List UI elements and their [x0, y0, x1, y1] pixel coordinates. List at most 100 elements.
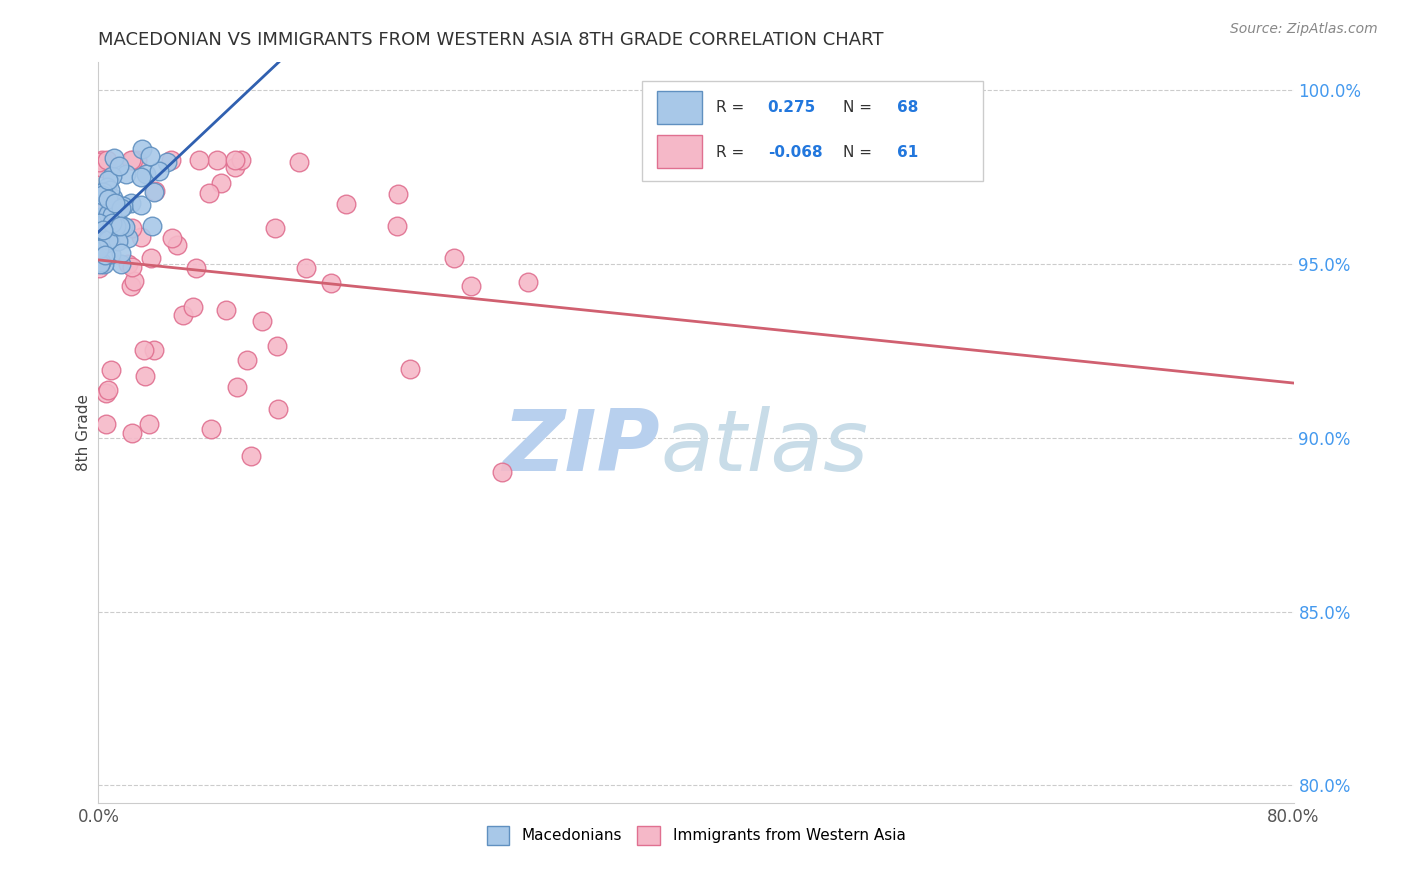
Point: [110, 257, 132, 271]
Text: R =: R =: [716, 145, 749, 160]
Point: [188, 153, 211, 167]
Point: [319, 276, 342, 290]
Point: [89, 242, 111, 256]
Point: [122, 274, 145, 288]
Point: [215, 302, 238, 317]
Point: [91, 188, 114, 202]
Point: [129, 229, 152, 244]
Point: [385, 219, 408, 233]
Point: [93, 257, 115, 271]
Text: R =: R =: [716, 100, 749, 115]
Point: [127, 153, 149, 167]
Point: [252, 314, 274, 328]
Point: [160, 231, 183, 245]
Point: [166, 238, 188, 252]
Text: N =: N =: [844, 100, 877, 115]
Point: [93, 201, 115, 215]
Point: [131, 142, 153, 156]
Point: [121, 221, 143, 235]
Point: [266, 339, 288, 353]
Text: N =: N =: [844, 145, 877, 160]
Point: [96, 153, 118, 167]
Point: [91, 153, 114, 167]
Point: [121, 425, 143, 440]
Point: [224, 153, 246, 167]
Point: [100, 208, 122, 222]
Point: [209, 176, 232, 190]
Point: [114, 220, 136, 235]
Point: [98, 183, 121, 197]
Point: [108, 160, 131, 174]
Point: [131, 170, 153, 185]
Point: [89, 155, 111, 169]
Point: [89, 255, 111, 269]
Point: [138, 417, 160, 431]
Point: [97, 233, 120, 247]
Point: [110, 201, 132, 215]
Point: [89, 260, 111, 275]
Point: [100, 222, 122, 236]
Point: [143, 185, 166, 199]
Point: [93, 222, 115, 236]
Point: [105, 219, 128, 233]
Point: [173, 309, 195, 323]
Text: ZIP: ZIP: [502, 406, 661, 489]
Point: [335, 197, 357, 211]
Point: [101, 191, 124, 205]
Text: atlas: atlas: [661, 406, 868, 489]
Text: MACEDONIAN VS IMMIGRANTS FROM WESTERN ASIA 8TH GRADE CORRELATION CHART: MACEDONIAN VS IMMIGRANTS FROM WESTERN AS…: [98, 31, 884, 49]
Point: [100, 216, 122, 230]
Point: [107, 234, 129, 248]
Point: [240, 449, 263, 463]
Point: [89, 211, 111, 225]
Point: [98, 208, 121, 222]
Point: [184, 260, 207, 275]
Text: -0.068: -0.068: [768, 145, 823, 160]
Point: [90, 255, 112, 269]
Point: [287, 154, 309, 169]
Point: [517, 275, 540, 289]
Point: [96, 223, 118, 237]
Point: [105, 219, 128, 234]
Point: [94, 248, 117, 262]
Point: [98, 200, 121, 214]
Text: 61: 61: [897, 145, 918, 160]
Point: [89, 233, 111, 247]
Point: [112, 219, 135, 234]
Point: [110, 245, 132, 260]
Point: [183, 301, 205, 315]
Point: [460, 279, 482, 293]
Point: [101, 169, 124, 183]
Point: [100, 228, 122, 243]
Point: [145, 184, 167, 198]
Point: [94, 226, 117, 240]
Point: [120, 153, 142, 167]
Point: [107, 217, 129, 231]
Point: [96, 417, 118, 432]
Point: [134, 369, 156, 384]
Point: [100, 199, 122, 213]
Point: [443, 252, 465, 266]
Point: [143, 343, 166, 357]
Point: [111, 199, 134, 213]
Point: [96, 207, 118, 221]
Point: [97, 173, 120, 187]
Point: [398, 361, 420, 376]
Point: [98, 229, 121, 244]
Point: [198, 186, 221, 201]
Point: [122, 153, 145, 167]
Point: [97, 230, 120, 244]
Point: [97, 192, 120, 206]
Point: [139, 149, 162, 163]
Point: [120, 196, 142, 211]
Point: [225, 379, 247, 393]
Point: [89, 238, 111, 252]
Point: [89, 207, 111, 221]
Point: [267, 401, 290, 416]
Point: [129, 198, 152, 212]
Point: [264, 220, 287, 235]
Point: [96, 236, 118, 251]
Point: [100, 247, 122, 261]
Point: [104, 219, 127, 233]
Point: [108, 219, 131, 233]
